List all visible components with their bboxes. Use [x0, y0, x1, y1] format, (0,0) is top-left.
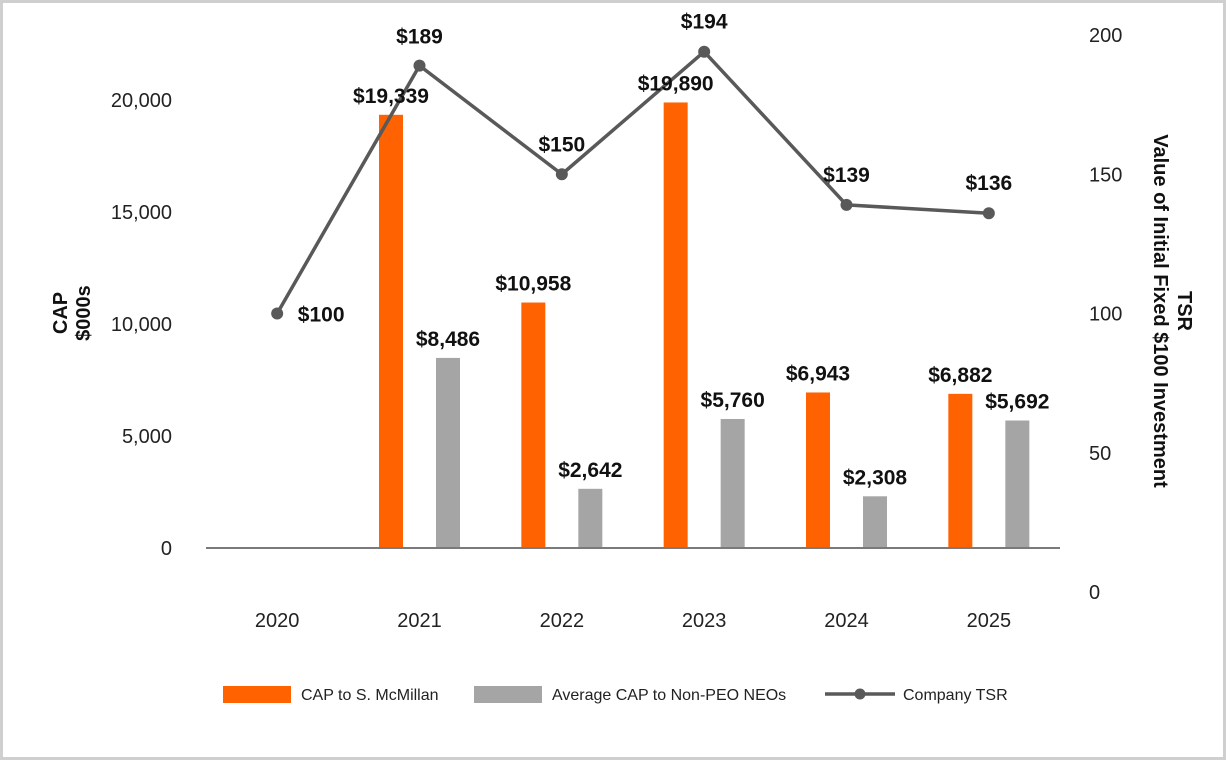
bar-series	[379, 102, 1030, 549]
legend-swatch	[223, 686, 291, 703]
legend-label: Company TSR	[903, 687, 1008, 704]
bar-data-label: $5,760	[701, 389, 765, 412]
tsr-point	[982, 207, 995, 220]
left-tick-label: 20,000	[111, 90, 172, 112]
x-tick-label: 2023	[682, 610, 727, 632]
bar-avg-cap-neos	[863, 496, 887, 548]
cap-vs-tsr-chart: 0 5,000 10,000 15,000 20,000 0 50 100 150 200 20…	[50, 11, 1195, 704]
bar-data-label: $6,882	[928, 364, 992, 387]
bar-avg-cap-neos	[436, 357, 460, 548]
left-axis-ticks: 0 5,000 10,000 15,000 20,000	[111, 90, 172, 560]
bar-data-label: $5,692	[985, 390, 1049, 413]
x-tick-label: 2024	[824, 610, 869, 632]
left-tick-label: 10,000	[111, 314, 172, 336]
bar-data-label: $10,958	[495, 273, 571, 296]
right-axis-ticks: 0 50 100 150 200	[1089, 25, 1122, 604]
bar-cap-mcmillan	[663, 102, 688, 549]
tsr-point	[840, 198, 853, 211]
tsr-point	[413, 59, 426, 72]
bar-cap-mcmillan	[521, 302, 546, 548]
left-tick-label: 15,000	[111, 202, 172, 224]
left-axis-title-line: CAP	[50, 292, 72, 334]
line-data-label: $139	[823, 164, 870, 187]
legend-label: CAP to S. McMillan	[301, 687, 439, 704]
bar-data-label: $2,308	[843, 466, 908, 489]
x-tick-label: 2022	[540, 610, 585, 632]
right-tick-label: 200	[1089, 25, 1122, 47]
legend-marker	[854, 688, 866, 700]
right-tick-label: 0	[1089, 582, 1100, 604]
right-tick-label: 100	[1089, 304, 1122, 326]
left-tick-label: 5,000	[122, 426, 172, 448]
line-data-label: $136	[965, 172, 1012, 195]
x-tick-label: 2020	[255, 610, 300, 632]
legend-label: Average CAP to Non-PEO NEOs	[552, 687, 786, 704]
right-axis-title-line: TSR	[1173, 291, 1195, 332]
bar-data-label: $6,943	[786, 362, 850, 385]
tsr-line-path	[275, 49, 989, 315]
tsr-point	[271, 307, 284, 320]
left-tick-label: 0	[161, 538, 172, 560]
bar-data-labels: $19,339 $10,958 $19,890 $6,943 $6,882 $8,486 $…	[353, 72, 1049, 489]
bar-avg-cap-neos	[578, 488, 603, 548]
left-axis-title-line: $000s	[73, 285, 95, 341]
tsr-point	[698, 45, 711, 58]
line-data-label: $100	[298, 304, 345, 327]
line-data-label: $150	[538, 133, 585, 156]
x-tick-label: 2025	[967, 610, 1012, 632]
left-axis-title-text: CAP$000s	[50, 285, 95, 341]
right-tick-label: 150	[1089, 164, 1122, 186]
bar-data-label: $2,642	[558, 459, 622, 482]
bar-data-label: $19,890	[638, 72, 714, 95]
bar-cap-mcmillan	[948, 393, 973, 548]
x-axis-ticks: 2020 2021 2022 2023 2024 2025	[255, 610, 1011, 632]
right-axis-title: TSRValue of Initial Fixed $100 Investmen…	[1149, 134, 1195, 488]
x-tick-label: 2021	[397, 610, 442, 632]
bar-cap-mcmillan	[806, 392, 830, 548]
line-data-labels: $100 $189 $150 $194 $139 $136	[298, 11, 1012, 327]
legend-swatch	[474, 686, 542, 703]
right-axis-title-text: TSRValue of Initial Fixed $100 Investmen…	[1149, 134, 1195, 488]
right-tick-label: 50	[1089, 443, 1111, 465]
legend: CAP to S. McMillan Average CAP to Non-PEO…	[223, 686, 1008, 704]
line-data-label: $194	[681, 11, 728, 34]
bar-avg-cap-neos	[1005, 420, 1030, 548]
bar-data-label: $19,339	[353, 85, 429, 108]
bar-cap-mcmillan	[379, 114, 403, 548]
right-axis-title-line: Value of Initial Fixed $100 Investment	[1149, 134, 1171, 488]
bar-avg-cap-neos	[720, 418, 745, 548]
bar-data-label: $8,486	[416, 328, 480, 351]
tsr-line-series	[271, 45, 995, 320]
line-data-label: $189	[396, 26, 443, 49]
tsr-point	[555, 168, 568, 181]
left-axis-title: CAP$000s	[50, 285, 95, 341]
